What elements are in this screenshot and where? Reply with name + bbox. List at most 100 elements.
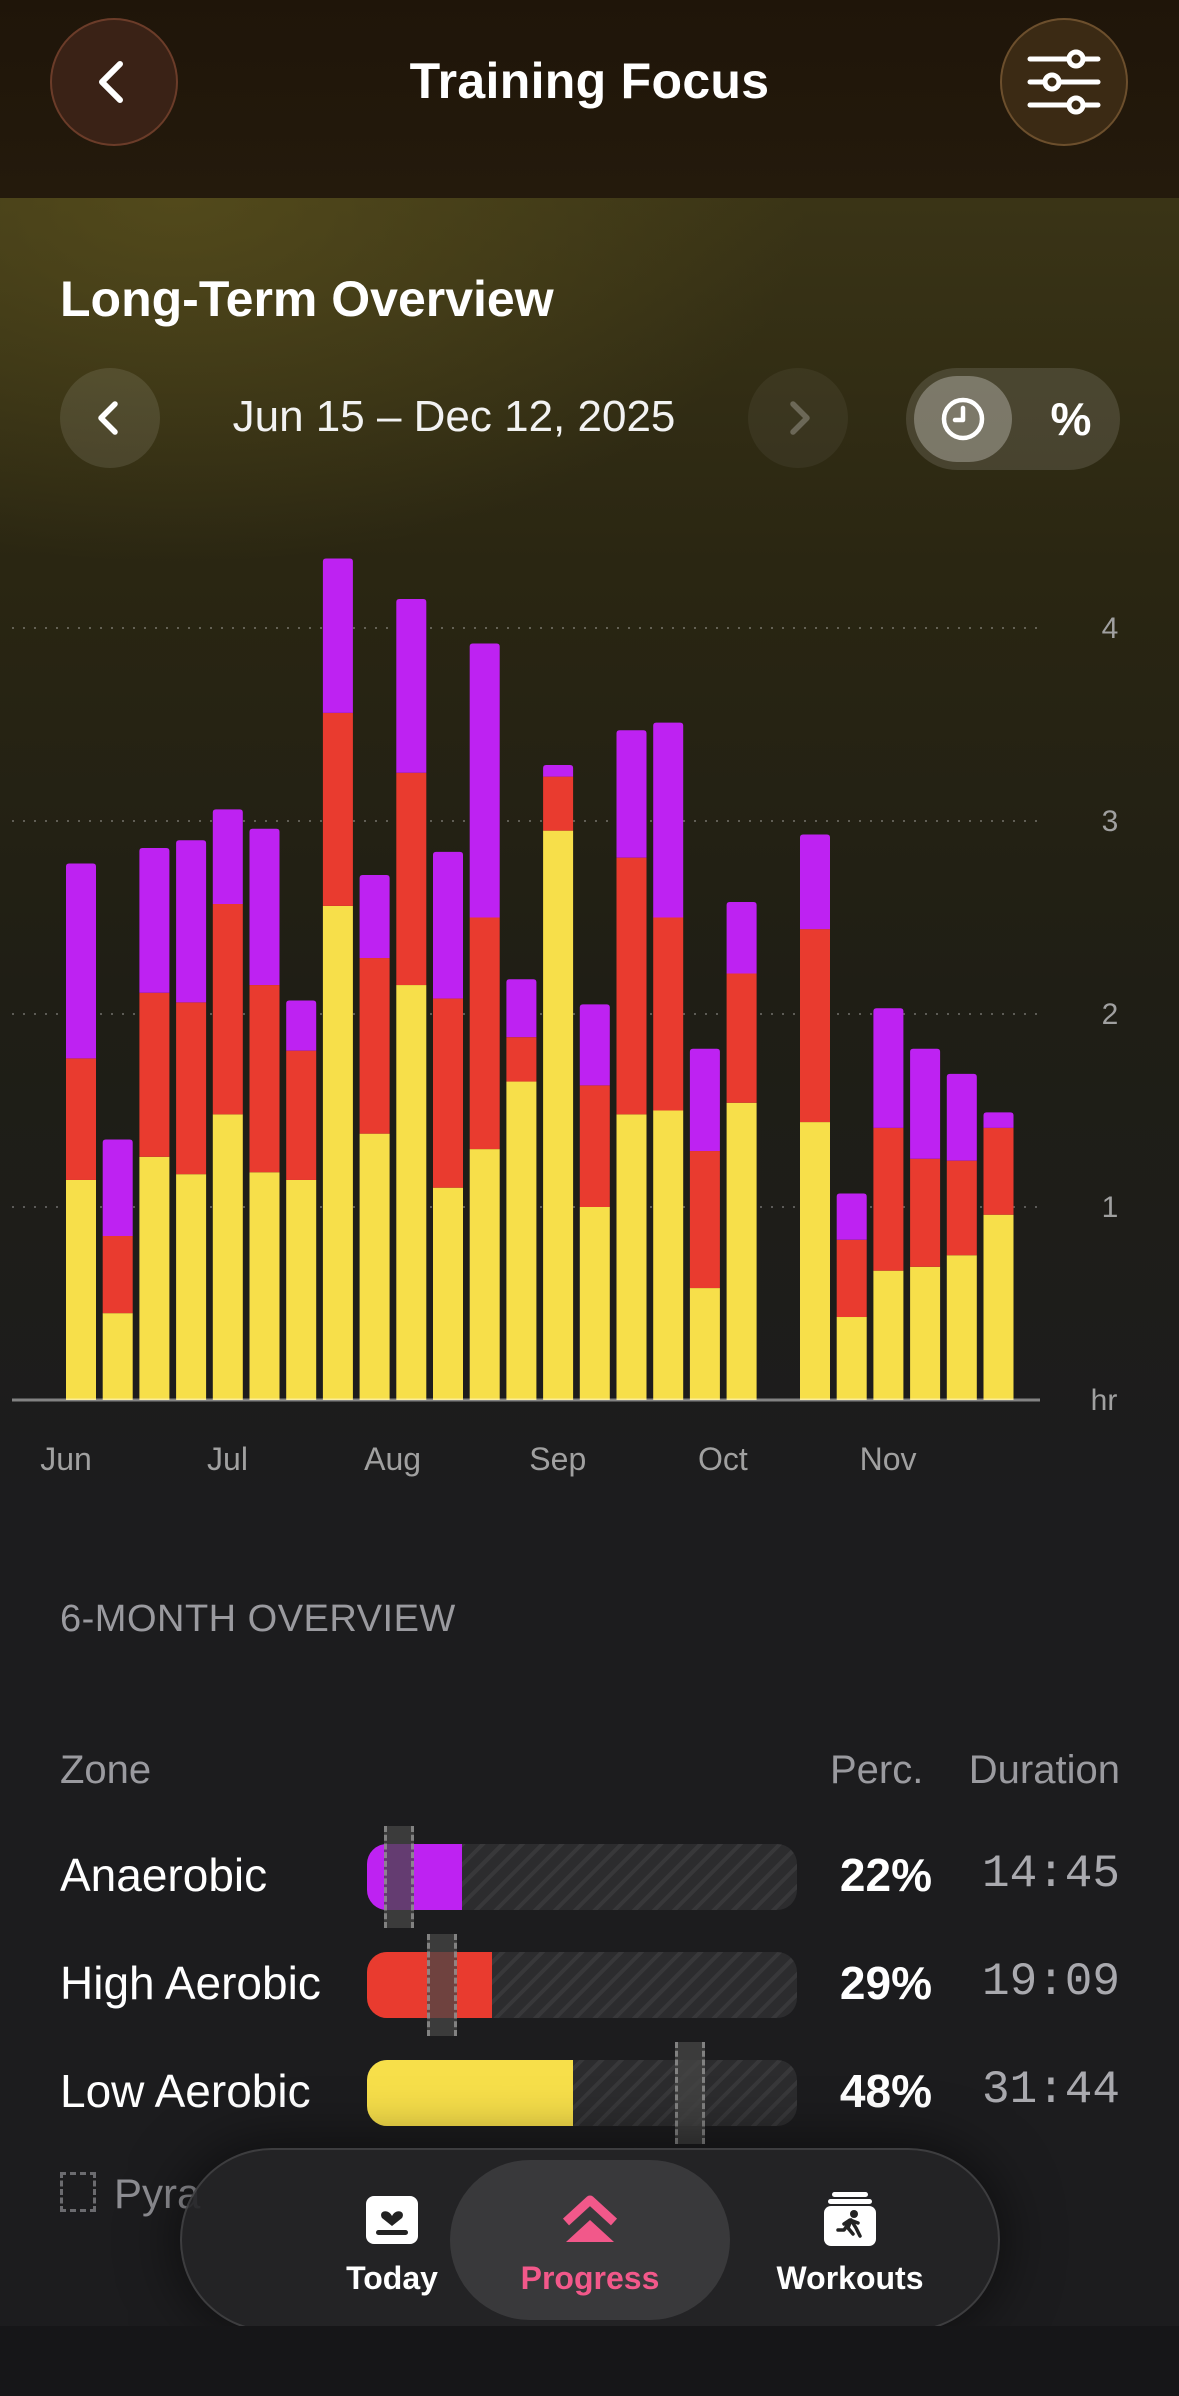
target-marker [427,1934,458,2036]
workouts-icon [824,2192,876,2246]
bar-segment [653,1110,684,1400]
zone-header: Zone [60,1748,152,1792]
bar-segment [469,643,500,918]
clock-icon [941,397,985,441]
bar-segment [800,1122,830,1400]
y-tick-label: 1 [1102,1191,1119,1224]
bar-segment [689,1048,720,1152]
bar-segment [946,1073,977,1161]
percent-header: Perc. [830,1748,924,1792]
bar-segment [102,1235,133,1314]
bar-segment [726,1102,757,1400]
bar-segment [836,1193,867,1240]
home-indicator-area [0,2326,1179,2396]
bar-segment [396,772,427,986]
top-bar [0,0,1179,198]
bar-segment [286,1050,317,1180]
bar-segment [836,1239,867,1318]
bar-segment [579,1085,610,1207]
bar-segment [983,1112,1014,1128]
zone-duration: 14:45 [981,1848,1120,1900]
tab-progress[interactable]: Progress [470,2148,710,2332]
bar-segment [800,834,830,930]
bar-segment [249,985,280,1173]
bar-segment [726,902,757,974]
zone-bar [367,1826,797,1928]
tab-today[interactable]: Today [272,2148,512,2332]
bar-segment [616,730,647,858]
bar-segment [322,905,353,1400]
bar-segment [800,929,830,1123]
bar-segment [616,857,647,1115]
bar-segment [66,863,96,1059]
zone-duration: 31:44 [981,2064,1120,2116]
bar-segment [910,1158,941,1267]
zone-name: Low Aerobic [60,2065,311,2117]
zone-row-anaerobic: Anaerobic 22% 14:45 [0,1826,1179,1928]
back-button[interactable] [50,18,178,146]
percent-mode-button[interactable]: % [1050,393,1092,445]
bar-segment [433,1187,463,1400]
bar-segment [286,1000,317,1051]
next-period-button[interactable] [748,368,848,468]
bar-segment [359,1133,390,1400]
bar-segment [66,1179,96,1400]
bar-segment [873,1008,904,1128]
bar-segment [506,1037,537,1082]
bar-segment [359,875,390,959]
bar-segment [139,992,170,1157]
previous-period-button[interactable] [60,368,160,468]
training-chart: 1 2 3 4 hr Jun Jul Aug Sep Oct Nov [12,558,1119,1477]
tab-workouts[interactable]: Workouts [730,2148,970,2332]
duration-mode-button[interactable] [914,376,1012,462]
bar-segment [616,1114,647,1400]
y-tick-label: 2 [1102,998,1119,1031]
tab-label: Progress [520,2260,660,2296]
bar-segment [946,1255,977,1400]
chevron-left-icon [99,61,123,103]
zone-duration: 19:09 [981,1956,1120,2008]
y-axis-unit-label: hr [1091,1384,1118,1417]
bar-segment [433,851,463,999]
page-title: Training Focus [409,53,770,109]
bar-segment [910,1048,941,1159]
bar-segment [946,1160,977,1256]
bar-segment [396,599,427,773]
filter-button[interactable] [1000,18,1128,146]
bar-segment [506,979,537,1038]
bar-segment [249,1172,280,1400]
chevron-left-icon [98,401,118,435]
y-tick-label: 3 [1102,805,1119,838]
y-tick-label: 4 [1102,612,1119,645]
tab-label: Workouts [776,2260,924,2296]
zone-row-low-aerobic: Low Aerobic 48% 31:44 [0,2042,1179,2144]
zone-name: Anaerobic [60,1849,268,1901]
bar-segment [983,1214,1014,1400]
chevron-right-icon [790,401,810,435]
bar-segment [176,840,207,1003]
bar-segment [322,558,353,713]
bar-segment [249,828,280,986]
bar-segment [579,1004,610,1086]
bar-segment [873,1270,904,1400]
bar-segment [726,973,757,1103]
bar-segment [212,1114,243,1400]
date-range: Jun 15 – Dec 12, 2025 [232,392,676,441]
zone-bar [367,2042,797,2144]
zone-name: High Aerobic [60,1957,321,2009]
tab-bar: Today Progress Workouts [180,2148,1000,2332]
zone-percent: 29% [839,1957,932,2009]
duration-header: Duration [968,1748,1120,1792]
six-month-title: 6-MONTH OVERVIEW [60,1598,456,1640]
bar-segment [543,830,574,1400]
bar-segment [689,1151,720,1289]
bar-segment [359,958,390,1134]
target-marker [674,2042,705,2144]
bar-segment [543,765,574,777]
bar-segment [322,712,353,906]
bar-segment [139,848,170,993]
display-mode-toggle: % [906,368,1120,470]
bar-segment [102,1139,133,1236]
zone-percent: 48% [839,2065,932,2117]
x-tick-label: Jul [207,1441,248,1477]
